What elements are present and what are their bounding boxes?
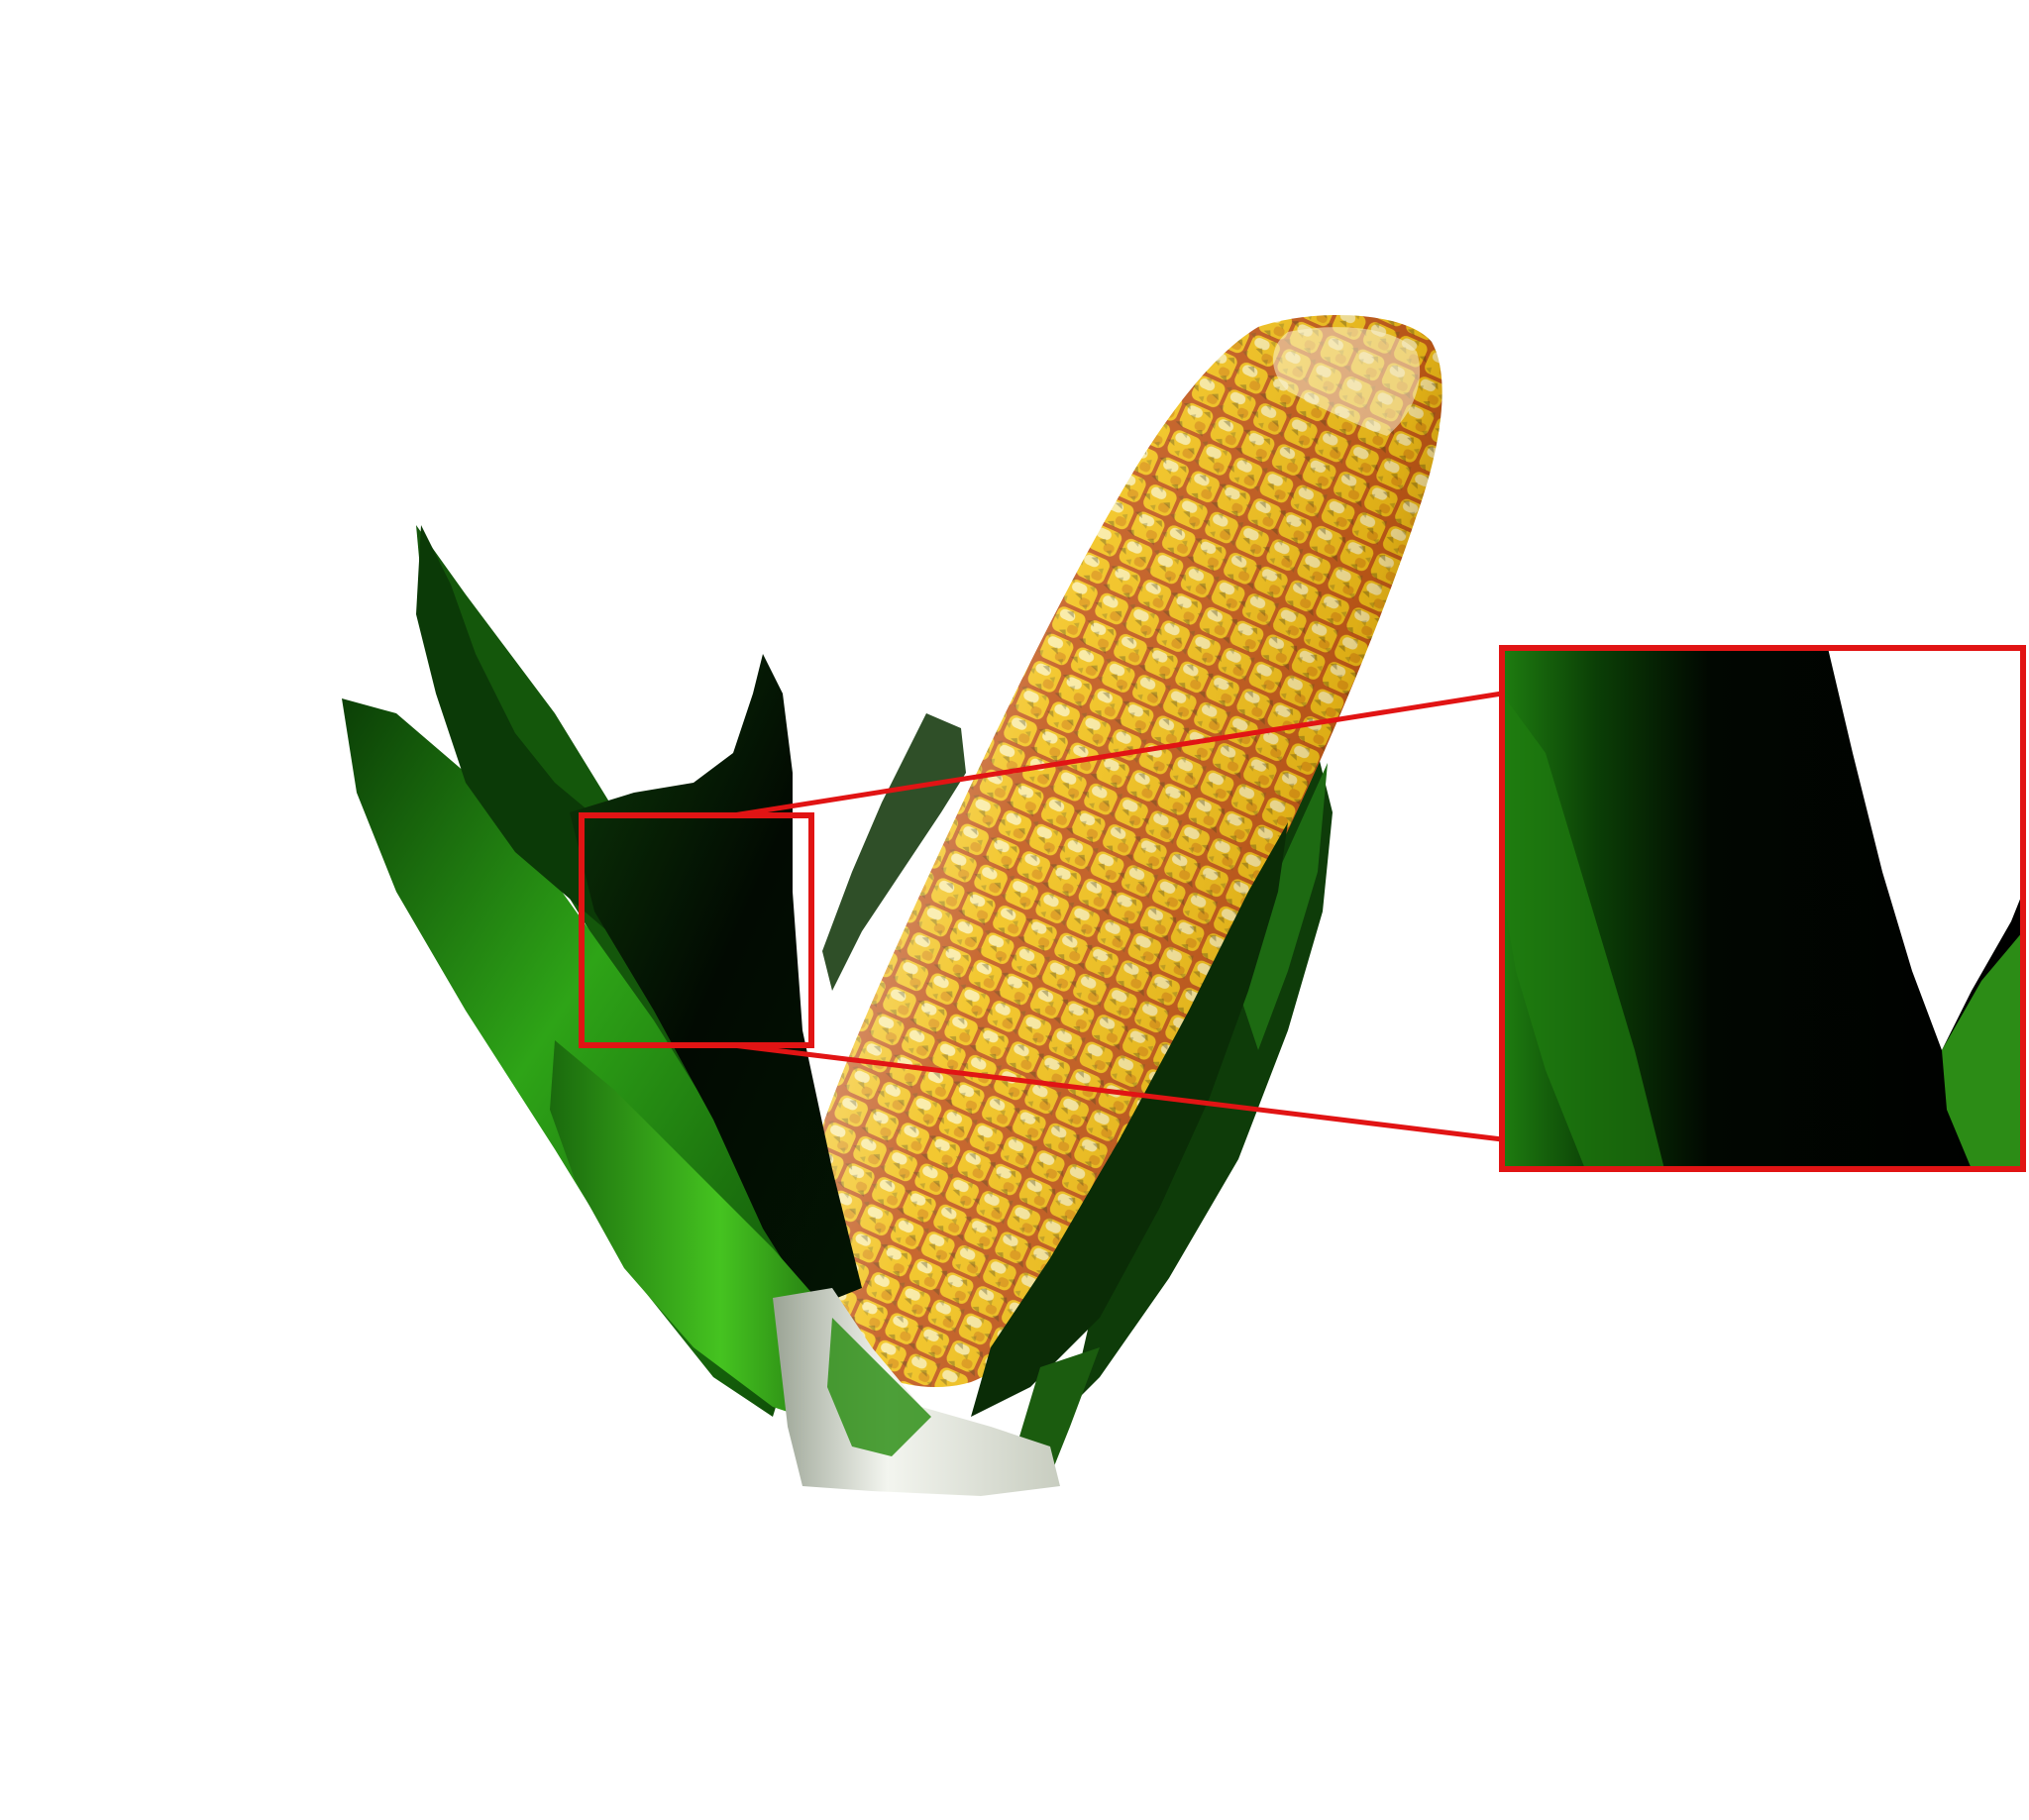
zoom-inset <box>1499 645 2026 1172</box>
zoom-indicator <box>579 691 1503 1142</box>
stalk-inner-leaf <box>827 1318 931 1456</box>
husk-leaf-right-edge <box>1238 763 1328 1050</box>
zoom-connector-top <box>732 691 1503 818</box>
zoom-source-frame <box>579 812 814 1048</box>
inset-right-leaf <box>1942 931 2023 1169</box>
husk-leaf-right-front <box>971 822 1288 1417</box>
cob-tip-highlight <box>1273 327 1421 436</box>
inset-leaf-dark <box>1502 648 2023 1169</box>
zoom-connector-bottom <box>732 1042 1503 1142</box>
stalk-base <box>773 1288 1060 1496</box>
inset-leaf-green-streaks <box>1502 694 1664 1169</box>
cob-shading <box>794 315 1442 1388</box>
zoom-inset-frame <box>1499 645 2026 1172</box>
corn-cob <box>794 315 1442 1388</box>
